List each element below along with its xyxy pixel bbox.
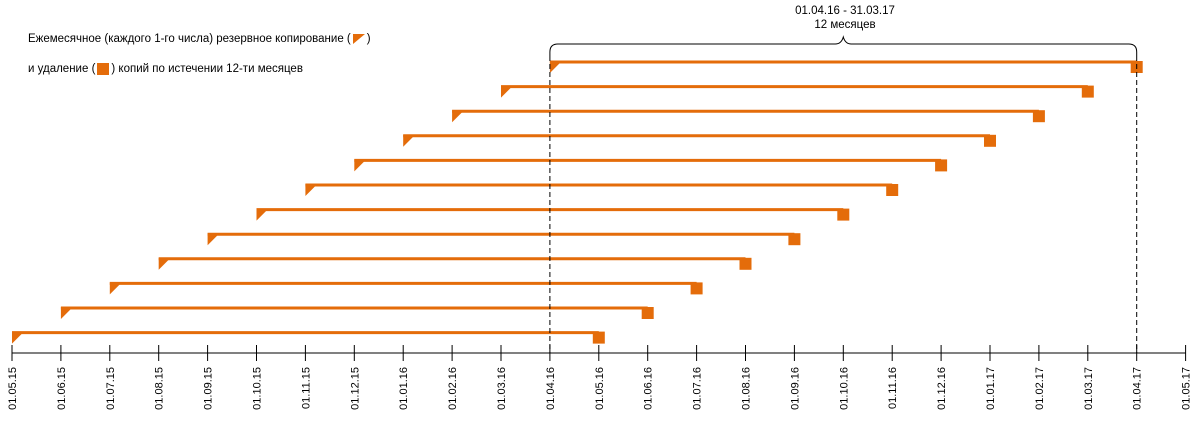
backup-start-flag [501, 85, 513, 98]
axis-tick-label: 01.03.17 [1083, 367, 1095, 410]
backup-flag-icon [352, 34, 365, 44]
axis-tick-label: 01.12.15 [349, 367, 361, 410]
legend-delete-text-start: и удаление ( [28, 63, 96, 75]
axis-tick-label: 01.04.16 [545, 367, 557, 410]
backup-start-flag [452, 110, 465, 123]
legend-delete-text-end: ) копий по истечении 12-ти месяцев [111, 63, 303, 75]
axis-tick-label: 01.08.16 [741, 367, 753, 410]
delete-square-icon [97, 63, 110, 75]
backup-start-flag [549, 61, 562, 73]
axis-tick-label: 01.07.15 [105, 367, 117, 410]
axis-tick-label: 01.05.16 [594, 367, 606, 410]
backup-start-flag [305, 184, 318, 196]
backup-bar [403, 134, 996, 147]
backup-bar [207, 232, 801, 246]
axis-tick-label: 01.07.16 [692, 367, 704, 410]
backup-delete-square [641, 307, 654, 319]
backup-delete-square [837, 208, 850, 221]
backup-bar [109, 281, 703, 295]
time-axis: 01.05.15 01.06.15 01.07.15 01.08.15 01.09.15… [7, 345, 1193, 410]
backup-start-flag [403, 134, 416, 147]
backup-bar [549, 60, 1143, 73]
backup-start-flag [60, 307, 73, 319]
backup-start-flag [207, 233, 220, 246]
axis-tick-label: 01.02.16 [447, 367, 459, 410]
legend-line-backup: Ежемесячное (каждого 1-го числа) резервн… [28, 30, 371, 48]
backup-bars [12, 60, 1143, 344]
backup-start-flag [12, 331, 24, 344]
axis-tick-label: 01.03.16 [496, 367, 508, 410]
backup-bar [354, 158, 948, 172]
backup-bar [256, 208, 850, 221]
backup-start-flag [109, 282, 122, 295]
axis-tick-label: 01.04.17 [1132, 367, 1144, 410]
legend-backup-text-start: Ежемесячное (каждого 1-го числа) резервн… [28, 33, 351, 45]
legend-backup-text-end: ) [366, 33, 371, 45]
axis-tick-label: 01.01.17 [985, 367, 997, 410]
backup-delete-square [1081, 85, 1094, 98]
axis-tick-label: 01.09.16 [789, 367, 801, 410]
backup-bar [12, 331, 605, 344]
backup-bar [305, 183, 899, 196]
backup-bar [158, 257, 752, 270]
backup-bar [452, 109, 1045, 123]
axis-tick-label: 01.12.16 [936, 367, 948, 410]
axis-tick-label: 01.06.16 [643, 367, 655, 410]
axis-tick-label: 01.11.15 [300, 367, 312, 409]
window-brace [549, 35, 1138, 56]
backup-delete-square [690, 282, 703, 295]
axis-tick-label: 01.05.15 [7, 367, 19, 410]
window-dates-label: 01.04.16 - 31.03.17 [795, 5, 895, 17]
backup-delete-square [935, 159, 948, 172]
window-duration-label: 12 месяцев [814, 19, 875, 31]
axis-tick-label: 01.10.15 [252, 367, 264, 410]
backup-delete-square [886, 184, 899, 196]
backup-start-flag [158, 257, 171, 270]
backup-delete-square [739, 257, 752, 270]
backup-delete-square [788, 233, 801, 246]
backup-bar [501, 85, 1094, 98]
retention-window: 01.04.16 - 31.03.17 12 месяцев [549, 5, 1138, 353]
backup-start-flag [256, 208, 269, 221]
backup-start-flag [354, 159, 367, 172]
legend: Ежемесячное (каждого 1-го числа) резервн… [22, 28, 402, 82]
axis-tick-label: 01.10.16 [838, 367, 850, 410]
axis-tick-label: 01.09.15 [203, 367, 215, 410]
legend-line-delete: и удаление ( ) копий по истечении 12-ти … [28, 60, 303, 78]
axis-tick-label: 01.11.16 [887, 367, 899, 409]
axis-tick-label: 01.06.15 [56, 367, 68, 410]
backup-bar [60, 306, 654, 319]
backup-delete-square [1032, 110, 1045, 123]
axis-tick-label: 01.08.15 [154, 367, 166, 410]
axis-tick-label: 01.02.17 [1034, 367, 1046, 410]
backup-delete-square [984, 134, 996, 147]
axis-tick-label: 01.05.17 [1181, 367, 1193, 410]
axis-tick-label: 01.01.16 [398, 367, 410, 410]
backup-delete-square [592, 331, 605, 344]
